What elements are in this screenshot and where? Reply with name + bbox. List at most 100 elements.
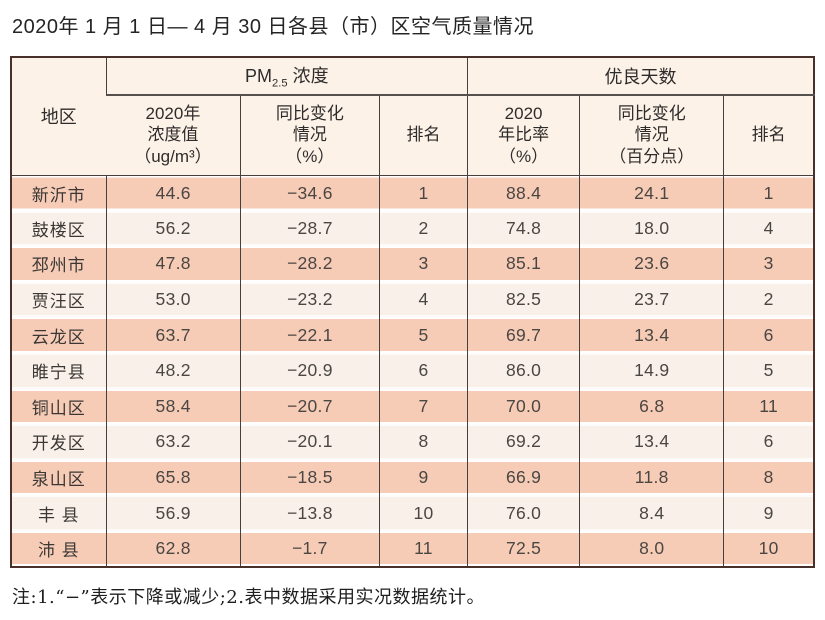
pm25-change-cell: −20.1 xyxy=(239,424,380,460)
pm25-value-cell: 63.2 xyxy=(105,424,241,460)
table-row: 邳州市 47.8 −28.2 3 85.1 23.6 3 xyxy=(11,246,814,282)
header-sub-row: 2020年 浓度值 （ug/m³） 同比变化 情况 （%） 排名 2020 年比… xyxy=(11,95,814,176)
header-region: 地区 xyxy=(11,57,107,176)
region-cell: 鼓楼区 xyxy=(11,210,107,247)
pm25-value-cell: 58.4 xyxy=(105,388,241,425)
ratio-cell: 70.0 xyxy=(467,388,580,425)
pm25-change-cell: −28.2 xyxy=(239,246,380,282)
pm25-subscript: 2.5 xyxy=(272,77,288,90)
pm25-change-cell: −22.1 xyxy=(239,317,380,353)
table-row: 开发区 63.2 −20.1 8 69.2 13.4 6 xyxy=(11,424,814,460)
pm25-change-cell: −20.9 xyxy=(239,352,380,389)
table-row: 鼓楼区 56.2 −28.7 2 74.8 18.0 4 xyxy=(11,210,814,247)
region-cell: 开发区 xyxy=(11,424,107,460)
pm25-rank-cell: 10 xyxy=(378,495,468,531)
header-pm25-group: PM2.5 浓度 xyxy=(105,57,468,96)
ratio-rank-cell: 4 xyxy=(723,210,814,247)
pm25-change-cell: −18.5 xyxy=(239,459,380,496)
ratio-change-cell: 13.4 xyxy=(579,424,724,460)
pm25-change-cell: −20.7 xyxy=(239,388,380,425)
pm25-value-cell: 56.2 xyxy=(105,210,241,247)
ratio-cell: 76.0 xyxy=(467,495,580,531)
table-row: 丰 县 56.9 −13.8 10 76.0 8.4 9 xyxy=(11,495,814,531)
table-row: 睢宁县 48.2 −20.9 6 86.0 14.9 5 xyxy=(11,352,814,389)
pm25-rank-cell: 3 xyxy=(378,246,468,282)
ratio-change-cell: 11.8 xyxy=(579,459,724,496)
ratio-rank-cell: 5 xyxy=(723,352,814,389)
region-cell: 铜山区 xyxy=(11,388,107,425)
pm25-change-cell: −34.6 xyxy=(239,175,380,211)
ratio-change-cell: 8.0 xyxy=(579,530,724,567)
ratio-rank-cell: 6 xyxy=(723,424,814,460)
ratio-change-cell: 8.4 xyxy=(579,495,724,531)
ratio-change-cell: 14.9 xyxy=(579,352,724,389)
pm25-value-cell: 53.0 xyxy=(105,281,241,318)
ratio-change-cell: 23.6 xyxy=(579,246,724,282)
ratio-rank-cell: 8 xyxy=(723,459,814,496)
region-cell: 睢宁县 xyxy=(11,352,107,389)
table-row: 泉山区 65.8 −18.5 9 66.9 11.8 8 xyxy=(11,459,814,496)
pm25-rank-cell: 8 xyxy=(378,424,468,460)
ratio-cell: 72.5 xyxy=(467,530,580,567)
pm25-rank-cell: 2 xyxy=(378,210,468,247)
table-row: 新沂市 44.6 −34.6 1 88.4 24.1 1 xyxy=(11,175,814,211)
ratio-change-cell: 24.1 xyxy=(579,175,724,211)
header-good-days-group: 优良天数 xyxy=(467,57,814,96)
pm25-value-cell: 48.2 xyxy=(105,352,241,389)
region-cell: 新沂市 xyxy=(11,175,107,211)
ratio-cell: 88.4 xyxy=(467,175,580,211)
header-pm25-change: 同比变化 情况 （%） xyxy=(239,95,380,176)
region-cell: 云龙区 xyxy=(11,317,107,353)
footnote: 注:1.“−”表示下降或减少;2.表中数据采用实况数据统计。 xyxy=(12,586,485,608)
pm25-rank-cell: 6 xyxy=(378,352,468,389)
region-cell: 丰 县 xyxy=(11,495,107,531)
header-pm25-rank: 排名 xyxy=(378,95,468,176)
ratio-change-cell: 6.8 xyxy=(579,388,724,425)
air-quality-table: 地区 PM2.5 浓度 优良天数 2020年 浓度值 （ug/m³） 同比变化 … xyxy=(10,56,815,568)
ratio-cell: 82.5 xyxy=(467,281,580,318)
ratio-rank-cell: 1 xyxy=(723,175,814,211)
ratio-rank-cell: 9 xyxy=(723,495,814,531)
ratio-cell: 86.0 xyxy=(467,352,580,389)
ratio-rank-cell: 10 xyxy=(723,530,814,567)
ratio-cell: 69.7 xyxy=(467,317,580,353)
table-row: 铜山区 58.4 −20.7 7 70.0 6.8 11 xyxy=(11,388,814,425)
page-title: 2020年 1 月 1 日— 4 月 30 日各县（市）区空气质量情况 xyxy=(12,16,535,38)
pm25-value-cell: 65.8 xyxy=(105,459,241,496)
region-cell: 沛 县 xyxy=(11,530,107,567)
region-cell: 贾汪区 xyxy=(11,281,107,318)
pm25-rank-cell: 11 xyxy=(378,530,468,567)
table-row: 沛 县 62.8 −1.7 11 72.5 8.0 10 xyxy=(11,530,814,567)
ratio-change-cell: 18.0 xyxy=(579,210,724,247)
ratio-cell: 85.1 xyxy=(467,246,580,282)
ratio-cell: 74.8 xyxy=(467,210,580,247)
ratio-change-cell: 23.7 xyxy=(579,281,724,318)
pm25-rank-cell: 9 xyxy=(378,459,468,496)
pm25-value-cell: 47.8 xyxy=(105,246,241,282)
pm25-value-cell: 44.6 xyxy=(105,175,241,211)
pm25-change-cell: −28.7 xyxy=(239,210,380,247)
region-cell: 泉山区 xyxy=(11,459,107,496)
pm25-rank-cell: 7 xyxy=(378,388,468,425)
header-ratio: 2020 年比率 （%） xyxy=(467,95,580,176)
ratio-rank-cell: 6 xyxy=(723,317,814,353)
pm25-change-cell: −1.7 xyxy=(239,530,380,567)
header-ratio-rank: 排名 xyxy=(723,95,814,176)
pm25-rank-cell: 5 xyxy=(378,317,468,353)
region-cell: 邳州市 xyxy=(11,246,107,282)
ratio-rank-cell: 3 xyxy=(723,246,814,282)
pm25-value-cell: 56.9 xyxy=(105,495,241,531)
pm25-rank-cell: 1 xyxy=(378,175,468,211)
ratio-change-cell: 13.4 xyxy=(579,317,724,353)
pm25-value-cell: 62.8 xyxy=(105,530,241,567)
header-pm25-value: 2020年 浓度值 （ug/m³） xyxy=(106,95,241,176)
header-ratio-change: 同比变化 情况 （百分点） xyxy=(579,95,724,176)
ratio-rank-cell: 2 xyxy=(723,281,814,318)
table-row: 云龙区 63.7 −22.1 5 69.7 13.4 6 xyxy=(11,317,814,353)
pm25-change-cell: −13.8 xyxy=(239,495,380,531)
pm25-rank-cell: 4 xyxy=(378,281,468,318)
pm25-change-cell: −23.2 xyxy=(239,281,380,318)
table-row: 贾汪区 53.0 −23.2 4 82.5 23.7 2 xyxy=(11,281,814,318)
pm25-value-cell: 63.7 xyxy=(105,317,241,353)
